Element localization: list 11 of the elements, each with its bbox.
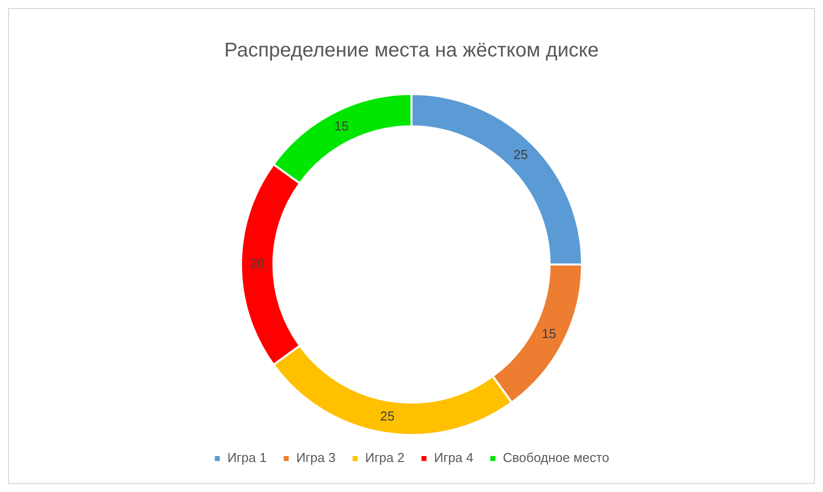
chart-title: Распределение места на жёстком диске (224, 40, 599, 62)
legend-label: Игра 3 (296, 450, 336, 466)
data-label: 15 (334, 118, 349, 134)
data-label: 25 (380, 408, 395, 424)
legend-label: Игра 1 (227, 450, 267, 466)
data-label: 25 (513, 146, 528, 162)
legend-label: Игра 2 (365, 450, 404, 466)
data-label: 15 (542, 326, 556, 342)
data-label: 20 (250, 256, 264, 272)
legend-label: Игра 4 (434, 450, 474, 466)
legend-label: Свободное место (502, 450, 610, 466)
